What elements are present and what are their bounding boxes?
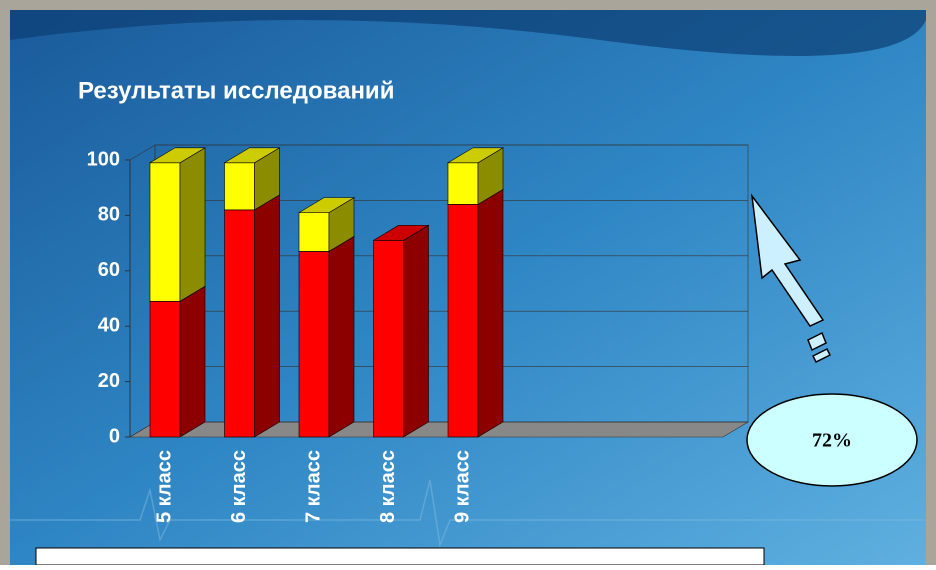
x-tick-label: 8 класс [377,450,399,523]
y-tick-label: 20 [98,370,120,392]
bar-segment [150,163,180,302]
y-tick-label: 80 [98,204,120,226]
text-box [36,548,764,565]
bar-segment [448,163,478,205]
bar-side [404,225,429,437]
y-tick-label: 40 [98,314,120,336]
chart-title: Результаты исследований [78,77,394,104]
bar-side [180,148,205,301]
floor [130,422,748,437]
bar-side [478,189,503,437]
bar-segment [299,251,329,437]
bar-side [329,236,354,437]
bar-segment [225,210,255,437]
y-tick-label: 0 [109,425,120,447]
bar-side [180,286,205,437]
bar-segment [150,301,180,437]
bar-side [255,195,280,437]
x-tick-label: 5 класс [153,450,175,523]
bar-segment [448,204,478,437]
annotation: 72% [812,430,852,452]
x-tick-label: 9 класс [451,450,473,523]
y-tick-label: 100 [87,148,120,170]
y-tick-label: 60 [98,259,120,281]
x-tick-label: 7 класс [302,450,324,523]
x-tick-label: 6 класс [228,450,250,523]
bar-segment [299,213,329,252]
bar-segment [374,240,404,437]
slide: Результаты исследований 0 20 40 60 80 100 5 кл… [0,0,936,565]
bar-segment [225,163,255,210]
